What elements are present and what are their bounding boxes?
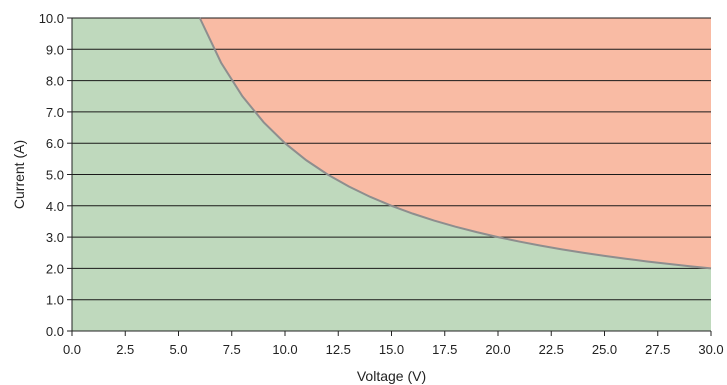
y-tick-label-9: 9.0 xyxy=(46,42,64,57)
x-tick-label-2: 5.0 xyxy=(169,342,187,357)
x-tick-label-11: 27.5 xyxy=(645,342,670,357)
y-tick-label-0: 0.0 xyxy=(46,324,64,339)
safe-region-area xyxy=(72,18,711,331)
y-tick-label-2: 2.0 xyxy=(46,261,64,276)
x-tick-label-12: 30.0 xyxy=(698,342,723,357)
x-tick-label-9: 22.5 xyxy=(539,342,564,357)
x-tick-label-0: 0.0 xyxy=(63,342,81,357)
y-tick-label-6: 6.0 xyxy=(46,136,64,151)
y-tick-label-4: 4.0 xyxy=(46,199,64,214)
y-tick-label-1: 1.0 xyxy=(46,293,64,308)
y-tick-label-7: 7.0 xyxy=(46,105,64,120)
x-tick-label-3: 7.5 xyxy=(223,342,241,357)
x-axis-title: Voltage (V) xyxy=(357,368,426,384)
x-tick-label-7: 17.5 xyxy=(432,342,457,357)
y-tick-label-5: 5.0 xyxy=(46,168,64,183)
boundary-curve xyxy=(198,17,712,270)
y-axis-ticks: 0.0 1.0 2.0 3.0 4.0 5.0 6.0 7.0 8.0 9.0 10.0 xyxy=(39,11,72,339)
y-axis-title: Current (A) xyxy=(11,140,27,209)
y-tick-label-8: 8.0 xyxy=(46,74,64,89)
x-tick-label-4: 10.0 xyxy=(272,342,297,357)
y-tick-label-3: 3.0 xyxy=(46,230,64,245)
x-tick-label-6: 15.0 xyxy=(379,342,404,357)
x-tick-label-1: 2.5 xyxy=(116,342,134,357)
y-tick-label-10: 10.0 xyxy=(39,11,64,26)
x-tick-label-5: 12.5 xyxy=(326,342,351,357)
x-tick-label-10: 25.0 xyxy=(592,342,617,357)
x-tick-label-8: 20.0 xyxy=(485,342,510,357)
x-axis-ticks: 0.0 2.5 5.0 7.5 10.0 12.5 15.0 17.5 20.0 22.5 25.0… xyxy=(63,331,724,357)
